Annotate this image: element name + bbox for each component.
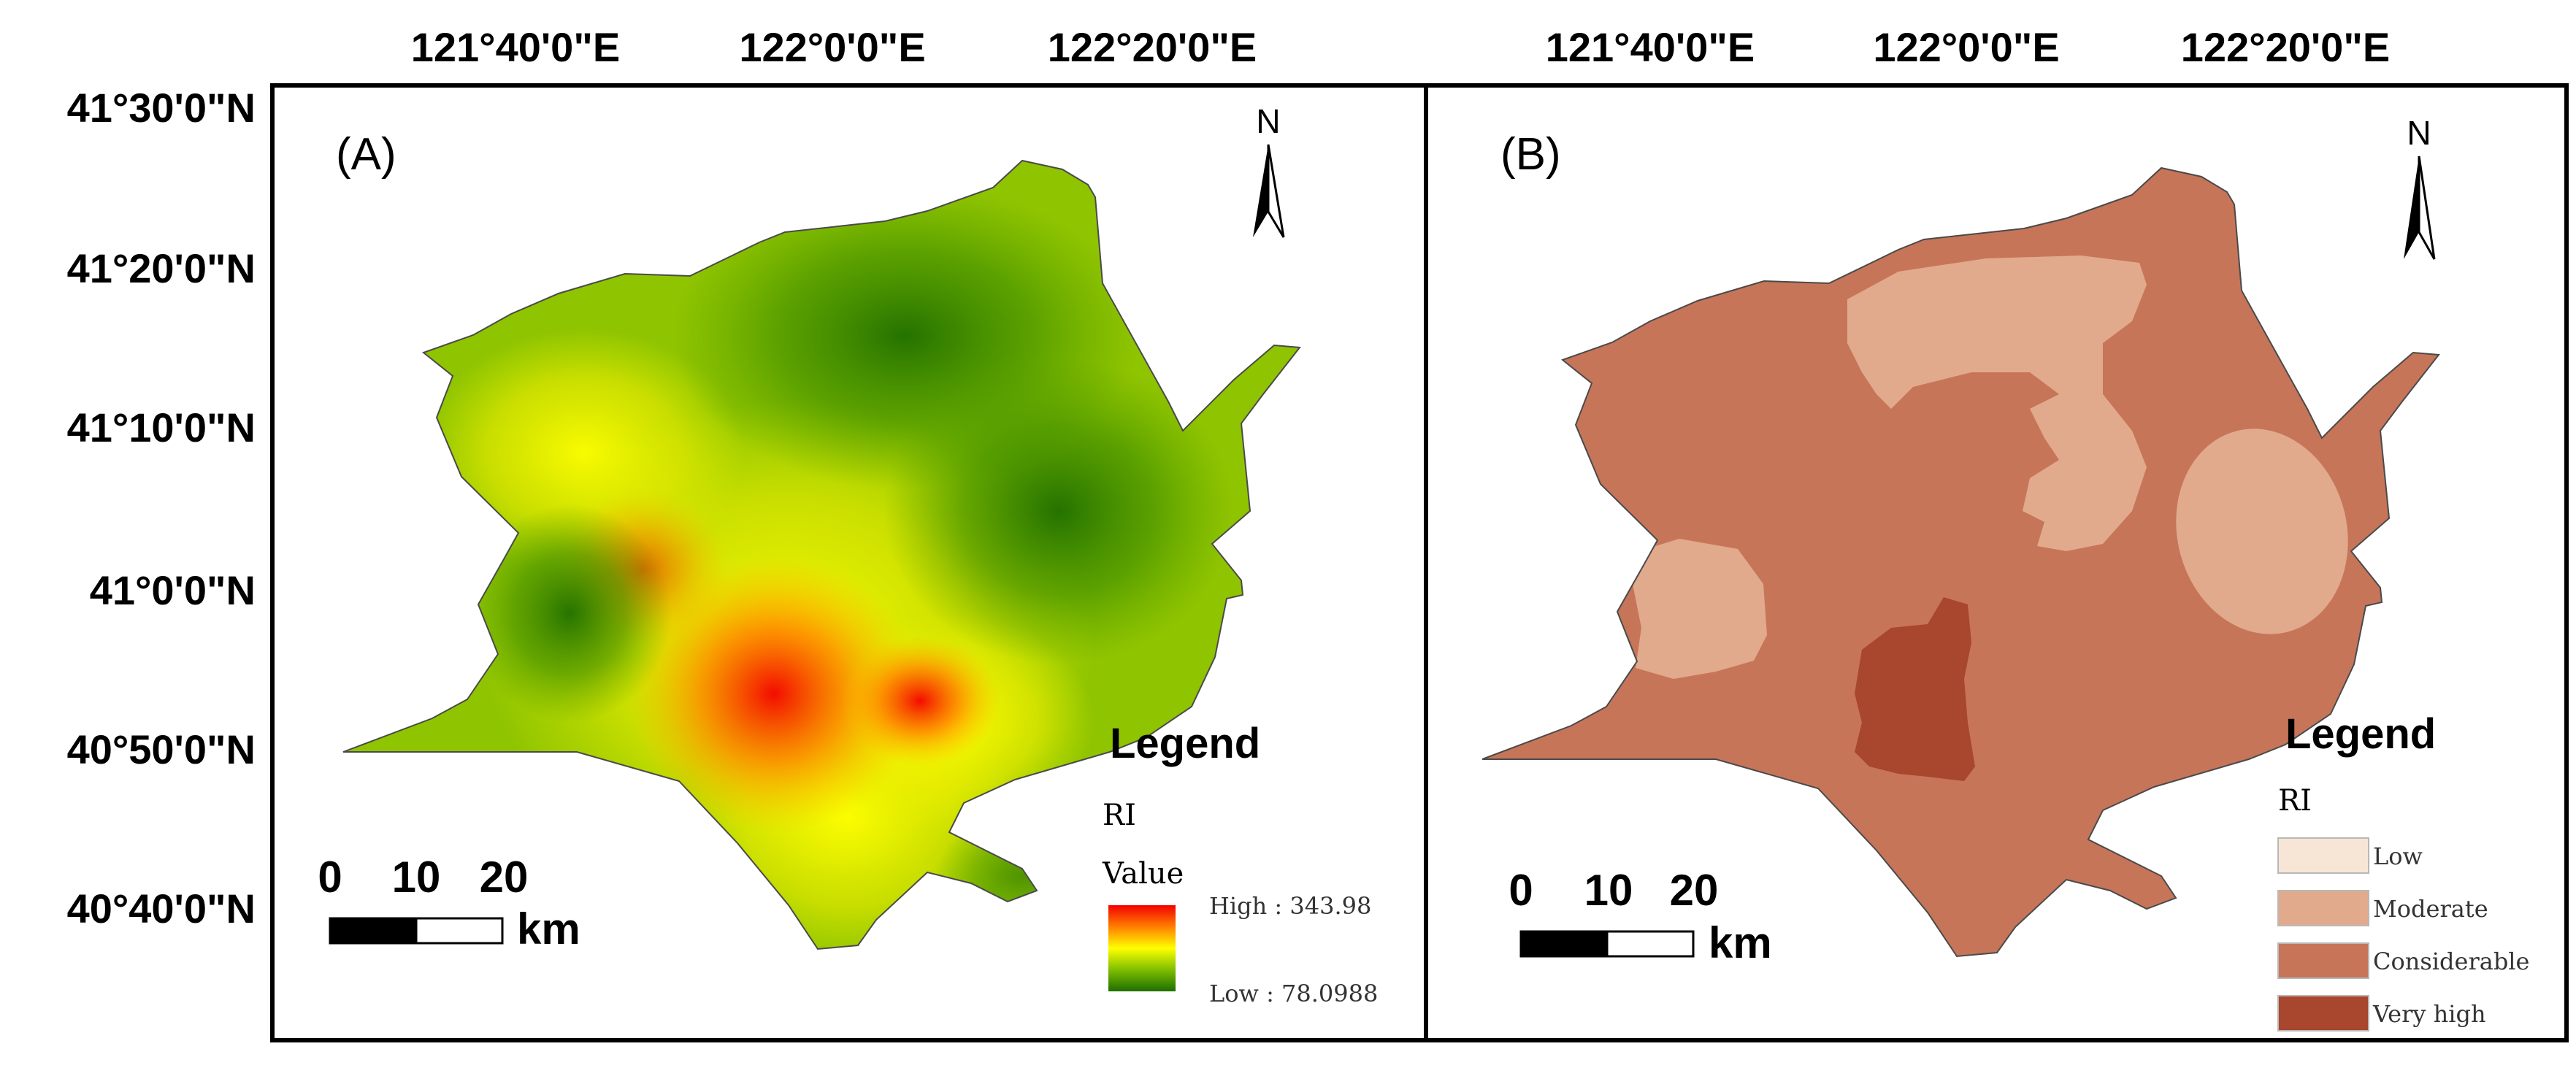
legend-field-name: RI (2278, 784, 2312, 818)
top-axis-labels: 121°40'0"E 122°0'0"E 122°20'0"E 121°40'0… (411, 24, 2390, 70)
moderate-zone-east (2176, 429, 2348, 634)
lon-label-b-1: 121°40'0"E (1546, 24, 1755, 70)
scale-tick-20: 20 (480, 853, 529, 902)
lat-label-3: 41°10'0"N (67, 404, 256, 450)
moderate-zone-north (1847, 256, 2147, 551)
scale-unit: km (1709, 918, 1772, 967)
scale-bar-a: 0 10 20 km (318, 853, 580, 953)
left-axis-labels: 41°30'0"N 41°20'0"N 41°10'0"N 41°0'0"N 4… (67, 85, 256, 931)
lon-label-b-3: 122°20'0"E (2181, 24, 2390, 70)
legend-value-label: Value (1102, 857, 1184, 891)
legend-swatch (2277, 995, 2369, 1031)
north-arrow-a: N (1253, 102, 1285, 238)
lon-label-b-2: 122°0'0"E (1873, 24, 2059, 70)
panel-a: (A) N Legend RI Value High : 343.98 Low … (270, 83, 1428, 1042)
scale-unit: km (517, 904, 580, 953)
scale-bar-b: 0 10 20 km (1509, 866, 1771, 967)
legend-class-label: Considerable (2373, 948, 2529, 975)
scale-tick-0: 0 (1509, 866, 1533, 915)
legend-class-label: Moderate (2373, 895, 2488, 923)
scale-tick-10: 10 (392, 853, 441, 902)
color-ramp (1108, 905, 1176, 991)
legend-swatch (2277, 942, 2369, 979)
legend-class-label: Low (2373, 842, 2423, 870)
lon-label-a-2: 122°0'0"E (739, 24, 925, 70)
lat-label-1: 41°30'0"N (67, 85, 256, 131)
lon-label-a-3: 122°20'0"E (1048, 24, 1257, 70)
legend-a: Legend RI Value High : 343.98 Low : 78.0… (1102, 720, 1378, 1007)
legend-field-name: RI (1103, 799, 1136, 832)
scale-tick-0: 0 (318, 853, 342, 902)
ri-continuous-map (342, 160, 1300, 950)
ramp-low-label: Low : 78.0988 (1209, 980, 1378, 1007)
legend-swatch (2277, 890, 2369, 926)
legend-title: Legend (1110, 720, 1260, 767)
panel-b: (B) N Legend RI Low Moderate Considerable V… (1424, 83, 2569, 1042)
scale-tick-10: 10 (1584, 866, 1633, 915)
legend-class-label: Very high (2372, 1000, 2486, 1028)
lat-label-2: 41°20'0"N (67, 245, 256, 291)
ramp-high-label: High : 343.98 (1209, 892, 1371, 920)
north-arrow-b: N (2404, 114, 2436, 260)
lat-label-4: 41°0'0"N (90, 567, 256, 613)
lat-label-5: 40°50'0"N (67, 726, 256, 772)
ri-classified-map (1481, 167, 2439, 957)
north-arrow-label: N (1256, 102, 1280, 140)
legend-classes: Low Moderate Considerable Very high (2277, 837, 2529, 1031)
legend-swatch (2277, 837, 2369, 874)
moderate-zone-west (1627, 539, 1767, 679)
panel-b-label: (B) (1500, 129, 1561, 180)
scale-tick-20: 20 (1670, 866, 1719, 915)
legend-title: Legend (2285, 710, 2436, 758)
lon-label-a-1: 121°40'0"E (411, 24, 620, 70)
lat-label-6: 40°40'0"N (67, 885, 256, 931)
panel-a-label: (A) (336, 129, 396, 180)
north-arrow-label: N (2407, 114, 2431, 152)
very-high-zone (1855, 597, 1975, 781)
legend-b: Legend RI Low Moderate Considerable Very hi… (2277, 710, 2529, 1031)
